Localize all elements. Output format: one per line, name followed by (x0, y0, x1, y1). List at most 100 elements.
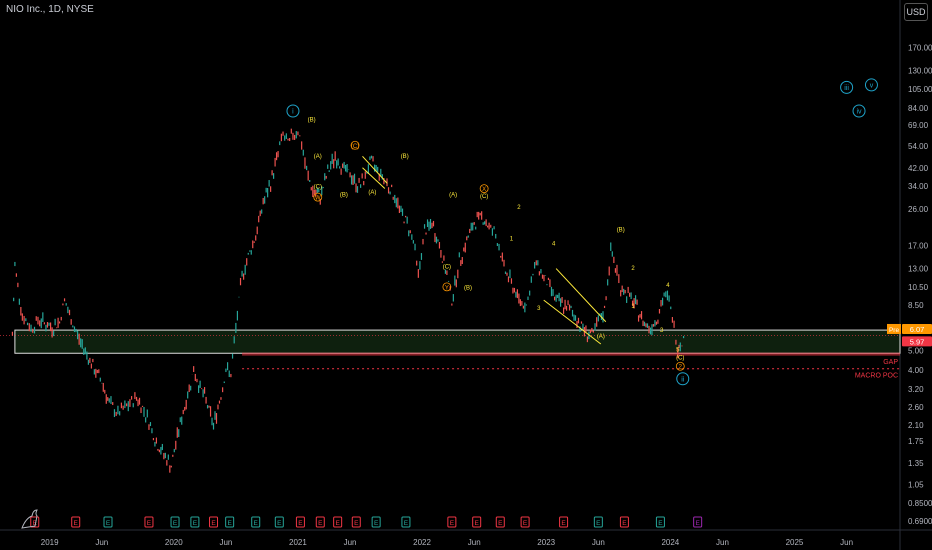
x-tick-label: Jun (219, 538, 232, 547)
earnings-marker (274, 516, 284, 528)
wave-label: 2 (679, 365, 683, 371)
cycle-wave-label: i (292, 108, 294, 115)
wave-label: (C) (480, 194, 488, 200)
y-tick-label: 130.00 (908, 67, 932, 76)
earnings-marker (333, 516, 343, 528)
pre-badge-label: Pre (889, 327, 900, 334)
wedge-trendline (362, 167, 386, 189)
cycle-wave-label: ii (681, 376, 685, 383)
chart-title: NIO Inc., 1D, NYSE (6, 4, 94, 15)
wedge-trendline (543, 299, 602, 345)
currency-button[interactable]: USD (904, 3, 928, 21)
earnings-marker-label: E (106, 520, 111, 527)
earnings-marker-label: E (498, 520, 503, 527)
price-badge (902, 323, 932, 334)
earnings-marker-label: E (193, 520, 198, 527)
earnings-marker (295, 516, 305, 528)
y-tick-label: 1.35 (908, 459, 924, 468)
wave-label: (A) (368, 190, 376, 196)
y-tick-label: 42.00 (908, 164, 929, 173)
x-tick-label: Jun (95, 538, 108, 547)
earnings-marker (495, 516, 505, 528)
earnings-marker (225, 516, 235, 528)
earnings-marker-label: E (695, 520, 700, 527)
wave-label: 1 (510, 237, 514, 243)
earnings-marker-label: E (354, 520, 359, 527)
earnings-marker-label: E (318, 520, 323, 527)
wave-label: (C) (443, 265, 451, 271)
earnings-marker-label: E (227, 520, 232, 527)
wave-label: (C) (314, 184, 322, 190)
earnings-marker-label: E (335, 520, 340, 527)
x-tick-label: 2019 (41, 538, 59, 547)
wave-label: (B) (464, 285, 472, 291)
wave-label: 1 (631, 304, 635, 310)
earnings-marker (315, 516, 325, 528)
earnings-marker (170, 516, 180, 528)
gap-band (242, 352, 900, 356)
y-tick-label: 1.05 (908, 481, 924, 490)
earnings-marker (251, 516, 261, 528)
earnings-marker (351, 516, 361, 528)
x-tick-label: 2025 (786, 538, 804, 547)
x-tick-label: Jun (468, 538, 481, 547)
wave-label: 3 (660, 328, 664, 334)
y-tick-label: 13.00 (908, 265, 929, 274)
x-tick-label: 2020 (165, 538, 183, 547)
earnings-marker (472, 516, 482, 528)
wave-label: (A) (597, 334, 605, 340)
y-tick-label: 5.00 (908, 347, 924, 356)
earnings-marker-label: E (596, 520, 601, 527)
cycle-wave-label: v (870, 82, 874, 89)
wave-label: 4 (552, 241, 556, 247)
wave-label: (C) (351, 144, 359, 150)
earnings-marker (209, 516, 219, 528)
cycle-wave-circle (676, 372, 690, 386)
cycle-wave-circle (840, 80, 854, 94)
earnings-marker (371, 516, 381, 528)
earnings-marker-label: E (475, 520, 480, 527)
y-tick-label: 0.6900 (908, 517, 932, 526)
y-tick-label: 8.50 (908, 301, 924, 310)
earnings-marker-label: E (277, 520, 282, 527)
earnings-marker-label: E (74, 520, 79, 527)
wave-label: (B) (617, 228, 625, 234)
wave-label-circle (675, 361, 685, 371)
wave-label: W (315, 196, 321, 202)
earnings-marker-label: E (211, 520, 216, 527)
wave-label: 2 (631, 266, 635, 272)
x-tick-label: 2024 (661, 538, 679, 547)
y-tick-label: 4.00 (908, 366, 924, 375)
y-tick-label: 3.20 (908, 385, 924, 394)
earnings-marker-label: E (523, 520, 528, 527)
y-tick-label: 34.00 (908, 182, 929, 191)
wedge-trendline (555, 268, 607, 323)
y-tick-label: 170.00 (908, 44, 932, 53)
x-tick-label: 2022 (413, 538, 431, 547)
x-tick-label: 2023 (537, 538, 555, 547)
earnings-marker (30, 516, 40, 528)
wave-label-circle (442, 282, 452, 292)
y-tick-label: 69.00 (908, 121, 929, 130)
y-tick-label: 2.60 (908, 403, 924, 412)
earnings-marker (71, 516, 81, 528)
earnings-marker (655, 516, 665, 528)
gap-label: GAP (883, 359, 898, 366)
support-zone (14, 329, 901, 354)
earnings-marker (520, 516, 530, 528)
earnings-marker (593, 516, 603, 528)
earnings-marker-label: E (147, 520, 152, 527)
earnings-marker (190, 516, 200, 528)
x-tick-label: Jun (840, 538, 853, 547)
earnings-marker-label: E (374, 520, 379, 527)
earnings-marker (401, 516, 411, 528)
wave-label: 5 (676, 347, 680, 353)
y-tick-label: 2.10 (908, 421, 924, 430)
wave-label: (A) (314, 154, 322, 160)
price-badge-value: 6.07 (910, 325, 925, 334)
x-tick-label: Jun (592, 538, 605, 547)
wave-label: Y (445, 285, 449, 291)
cycle-wave-circle (852, 104, 866, 118)
y-tick-label: 10.50 (908, 283, 929, 292)
